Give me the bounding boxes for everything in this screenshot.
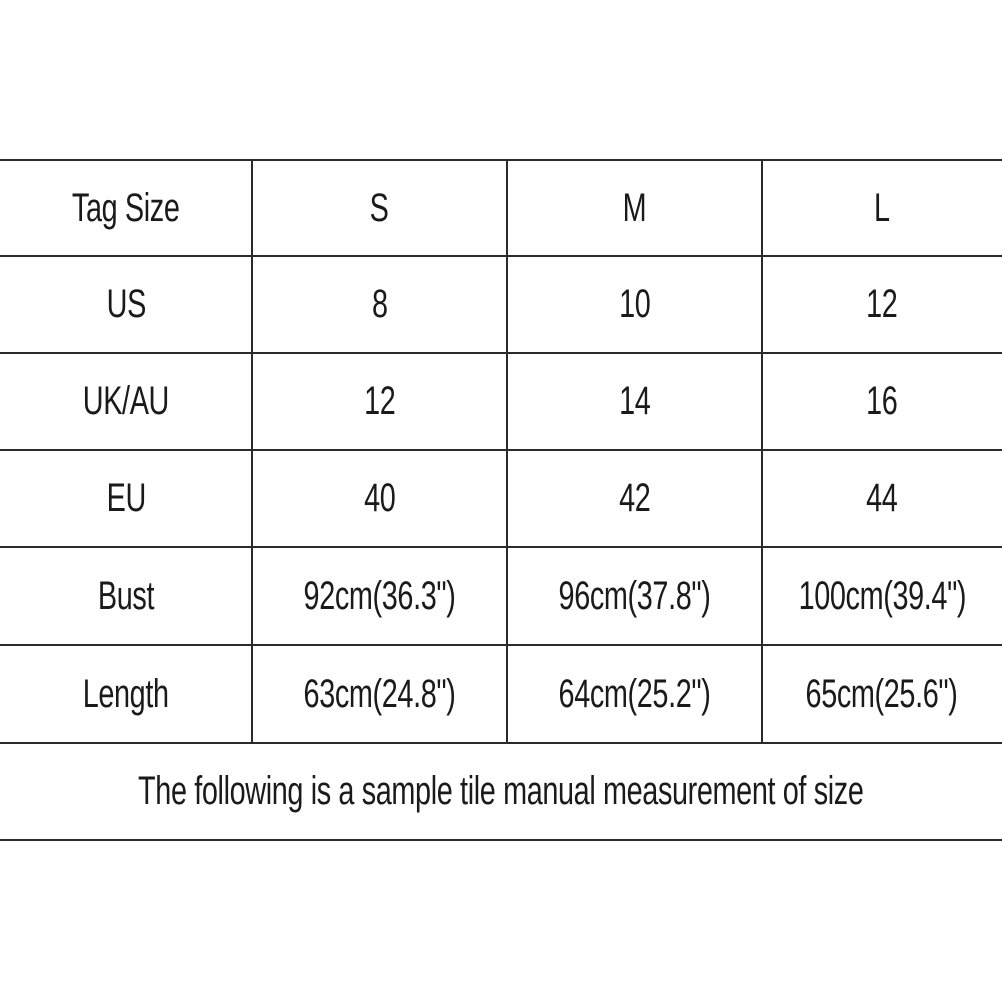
row-border xyxy=(0,839,1002,841)
cell-text: 12 xyxy=(866,282,898,326)
table-cell: 14 xyxy=(507,353,762,450)
cell-text: UK/AU xyxy=(82,379,170,423)
cell-text: The following is a sample tile manual me… xyxy=(138,769,864,813)
cell-text: 44 xyxy=(866,476,898,520)
cell-text: 8 xyxy=(371,282,388,326)
cell-text: 14 xyxy=(618,379,651,423)
cell-text: EU xyxy=(106,476,146,520)
cell-text: Tag Size xyxy=(72,185,180,230)
row-border xyxy=(0,546,1002,548)
header-cell: L xyxy=(762,160,1002,256)
cell-text: L xyxy=(874,185,890,230)
cell-text: 65cm(25.6") xyxy=(806,671,958,716)
cell-text: S xyxy=(370,185,389,230)
row-label: EU xyxy=(0,450,252,547)
header-cell: M xyxy=(507,160,762,256)
row-border xyxy=(0,255,1002,257)
table-cell: 64cm(25.2") xyxy=(507,645,762,743)
cell-text: 16 xyxy=(866,379,898,423)
cell-text: 42 xyxy=(618,476,651,520)
cell-text: Length xyxy=(83,671,169,716)
cell-text: Bust xyxy=(97,573,155,618)
table-cell: 44 xyxy=(762,450,1002,547)
row-border xyxy=(0,352,1002,354)
table-cell: 12 xyxy=(762,256,1002,353)
table-cell: 92cm(36.3") xyxy=(252,547,507,645)
row-label: Tag Size xyxy=(0,160,252,256)
cell-text: 64cm(25.2") xyxy=(558,671,711,716)
cell-text: 92cm(36.3") xyxy=(303,573,456,618)
cell-text: 10 xyxy=(618,282,651,326)
row-label: Length xyxy=(0,645,252,743)
cell-text: 96cm(37.8") xyxy=(558,573,711,618)
row-label: Bust xyxy=(0,547,252,645)
table-cell: 12 xyxy=(252,353,507,450)
cell-text: 40 xyxy=(363,476,396,520)
cell-text: 12 xyxy=(363,379,396,423)
cell-text: 100cm(39.4") xyxy=(798,573,966,618)
row-border xyxy=(0,742,1002,744)
column-border xyxy=(506,160,508,743)
cell-text: US xyxy=(106,282,146,326)
table-cell: 40 xyxy=(252,450,507,547)
table-cell: 10 xyxy=(507,256,762,353)
table-cell: 63cm(24.8") xyxy=(252,645,507,743)
table-note: The following is a sample tile manual me… xyxy=(0,743,1002,840)
table-cell: 65cm(25.6") xyxy=(762,645,1002,743)
row-label: US xyxy=(0,256,252,353)
row-label: UK/AU xyxy=(0,353,252,450)
cell-text: M xyxy=(622,185,647,230)
table-cell: 8 xyxy=(252,256,507,353)
column-border xyxy=(251,160,253,743)
row-border xyxy=(0,644,1002,646)
column-border xyxy=(761,160,763,743)
header-cell: S xyxy=(252,160,507,256)
table-cell: 42 xyxy=(507,450,762,547)
table-cell: 96cm(37.8") xyxy=(507,547,762,645)
table-cell: 16 xyxy=(762,353,1002,450)
cell-text: 63cm(24.8") xyxy=(303,671,456,716)
table-cell: 100cm(39.4") xyxy=(762,547,1002,645)
row-border xyxy=(0,449,1002,451)
row-border xyxy=(0,159,1002,161)
